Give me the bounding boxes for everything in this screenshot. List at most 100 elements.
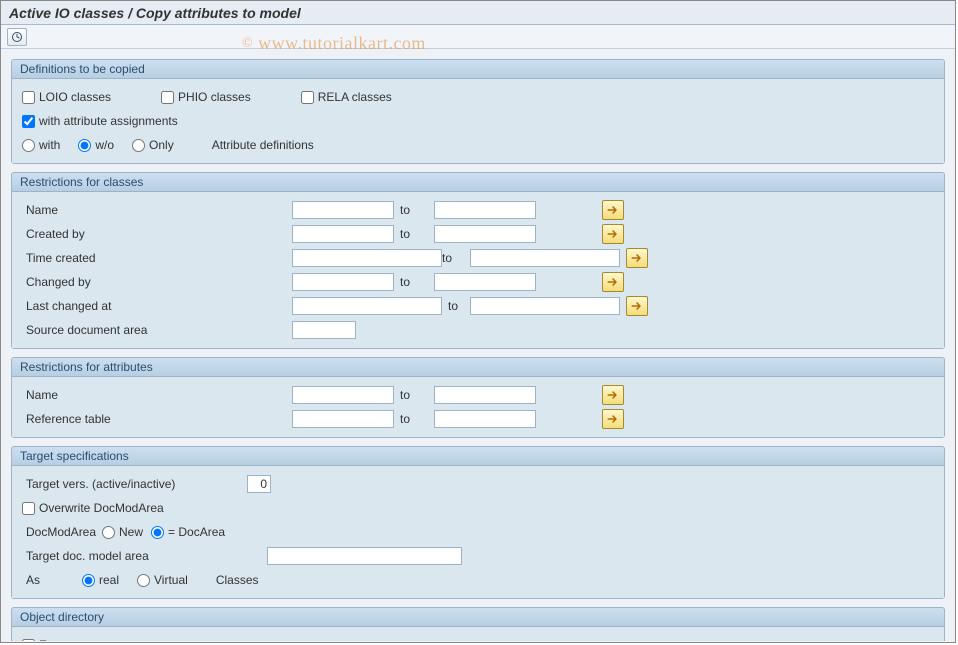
- loio-checkbox[interactable]: [22, 91, 35, 104]
- arrow-right-icon: [607, 205, 619, 215]
- toolbar: [1, 25, 955, 49]
- createdby-select-button[interactable]: [602, 224, 624, 244]
- timecreated-select-button[interactable]: [626, 248, 648, 268]
- arrow-right-icon: [631, 253, 643, 263]
- content-area: Definitions to be copied LOIO classes PH…: [1, 49, 955, 641]
- rela-check-wrap: RELA classes: [301, 90, 392, 104]
- with-radio-label: with: [39, 138, 60, 152]
- lastchanged-to-input[interactable]: [470, 297, 620, 315]
- name-select-button[interactable]: [602, 200, 624, 220]
- entry-label: Entry: [39, 638, 67, 641]
- virtual-label: Virtual: [154, 573, 188, 587]
- entry-checkbox[interactable]: [22, 639, 35, 642]
- group-body-objdir: Entry: [12, 627, 944, 641]
- group-body-definitions: LOIO classes PHIO classes RELA classes w…: [12, 79, 944, 163]
- changedby-select-button[interactable]: [602, 272, 624, 292]
- to-label: to: [394, 203, 434, 217]
- only-radio[interactable]: [132, 139, 145, 152]
- with-radio[interactable]: [22, 139, 35, 152]
- lastchanged-from-input[interactable]: [292, 297, 442, 315]
- lastchanged-select-button[interactable]: [626, 296, 648, 316]
- group-body-restrict-classes: Name to Created by to: [12, 192, 944, 348]
- overwrite-label: Overwrite DocModArea: [39, 501, 164, 515]
- rela-label: RELA classes: [318, 90, 392, 104]
- wo-radio-wrap: w/o: [78, 138, 114, 152]
- to-label: to: [442, 299, 470, 313]
- real-radio[interactable]: [82, 574, 95, 587]
- lastchanged-label: Last changed at: [22, 299, 192, 313]
- arrow-right-icon: [607, 229, 619, 239]
- clock-execute-icon: [11, 31, 23, 43]
- name-label: Name: [22, 203, 192, 217]
- eqdoc-radio[interactable]: [151, 526, 164, 539]
- only-radio-wrap: Only: [132, 138, 174, 152]
- group-target: Target specifications Target vers. (acti…: [11, 446, 945, 599]
- eqdoc-radio-wrap: = DocArea: [151, 525, 225, 539]
- docmodarea-label: DocModArea: [22, 525, 102, 539]
- group-objdir: Object directory Entry: [11, 607, 945, 641]
- eqdoc-label: = DocArea: [168, 525, 225, 539]
- loio-label: LOIO classes: [39, 90, 111, 104]
- to-label: to: [394, 275, 434, 289]
- group-restrict-classes: Restrictions for classes Name to Created…: [11, 172, 945, 349]
- srcdoc-input[interactable]: [292, 321, 356, 339]
- reftable-from-input[interactable]: [292, 410, 394, 428]
- group-header-restrict-classes: Restrictions for classes: [12, 173, 944, 192]
- timecreated-from-input[interactable]: [292, 249, 442, 267]
- timecreated-to-input[interactable]: [470, 249, 620, 267]
- group-header-objdir: Object directory: [12, 608, 944, 627]
- overwrite-checkbox[interactable]: [22, 502, 35, 515]
- execute-button[interactable]: [7, 28, 27, 46]
- reftable-label: Reference table: [22, 412, 192, 426]
- attr-def-label: Attribute definitions: [212, 138, 314, 152]
- group-body-target: Target vers. (active/inactive) Overwrite…: [12, 466, 944, 598]
- timecreated-label: Time created: [22, 251, 192, 265]
- targetdoc-input[interactable]: [267, 547, 462, 565]
- to-label: to: [394, 388, 434, 402]
- new-radio[interactable]: [102, 526, 115, 539]
- with-radio-wrap: with: [22, 138, 60, 152]
- createdby-from-input[interactable]: [292, 225, 394, 243]
- with-attr-checkbox[interactable]: [22, 115, 35, 128]
- wo-radio[interactable]: [78, 139, 91, 152]
- vers-label: Target vers. (active/inactive): [22, 477, 247, 491]
- name-to-input[interactable]: [434, 201, 536, 219]
- page-title: Active IO classes / Copy attributes to m…: [9, 5, 301, 21]
- arrow-right-icon: [607, 414, 619, 424]
- arrow-right-icon: [607, 390, 619, 400]
- to-label: to: [442, 251, 470, 265]
- with-attr-label: with attribute assignments: [39, 114, 178, 128]
- attr-name-to-input[interactable]: [434, 386, 536, 404]
- createdby-label: Created by: [22, 227, 192, 241]
- attr-name-select-button[interactable]: [602, 385, 624, 405]
- reftable-to-input[interactable]: [434, 410, 536, 428]
- createdby-to-input[interactable]: [434, 225, 536, 243]
- new-radio-wrap: New: [102, 525, 143, 539]
- virtual-radio-wrap: Virtual: [137, 573, 188, 587]
- srcdoc-label: Source document area: [22, 323, 192, 337]
- group-body-restrict-attributes: Name to Reference table to: [12, 377, 944, 437]
- wo-radio-label: w/o: [95, 138, 114, 152]
- attr-name-label: Name: [22, 388, 192, 402]
- vers-input[interactable]: [247, 475, 271, 493]
- reftable-select-button[interactable]: [602, 409, 624, 429]
- phio-checkbox[interactable]: [161, 91, 174, 104]
- attr-name-from-input[interactable]: [292, 386, 394, 404]
- phio-check-wrap: PHIO classes: [161, 90, 251, 104]
- group-header-definitions: Definitions to be copied: [12, 60, 944, 79]
- name-from-input[interactable]: [292, 201, 394, 219]
- as-label: As: [22, 573, 52, 587]
- arrow-right-icon: [631, 301, 643, 311]
- new-label: New: [119, 525, 143, 539]
- to-label: to: [394, 412, 434, 426]
- arrow-right-icon: [607, 277, 619, 287]
- changedby-to-input[interactable]: [434, 273, 536, 291]
- changedby-from-input[interactable]: [292, 273, 394, 291]
- changedby-label: Changed by: [22, 275, 192, 289]
- phio-label: PHIO classes: [178, 90, 251, 104]
- rela-checkbox[interactable]: [301, 91, 314, 104]
- virtual-radio[interactable]: [137, 574, 150, 587]
- sap-window: Active IO classes / Copy attributes to m…: [0, 0, 956, 643]
- group-header-restrict-attributes: Restrictions for attributes: [12, 358, 944, 377]
- loio-check-wrap: LOIO classes: [22, 90, 111, 104]
